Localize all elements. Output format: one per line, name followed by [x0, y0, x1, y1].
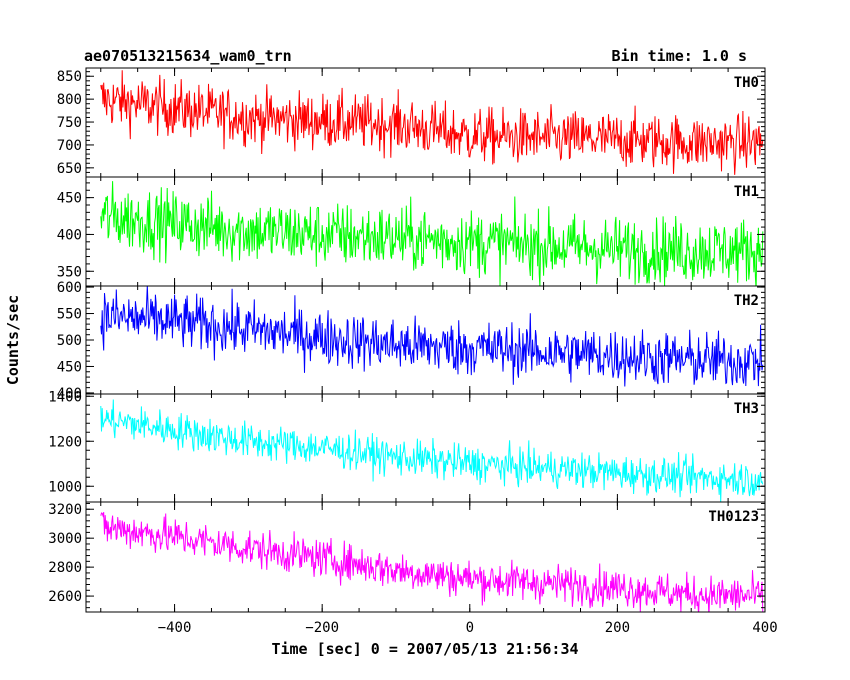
y-tick-label: 3000 [48, 531, 82, 547]
x-tick-label: −200 [305, 620, 339, 636]
x-axis: −400 −200 0 200 400 [158, 620, 778, 636]
panel-th3: 1000 1200 1400 TH3 [48, 389, 766, 503]
y-tick-label: 1200 [48, 434, 82, 450]
series-line-th1 [100, 181, 764, 286]
series-line-th3 [100, 399, 764, 502]
y-tick-label: 400 [57, 227, 82, 243]
panel-label-th0123: TH0123 [708, 509, 759, 525]
x-tick-label: 0 [466, 620, 474, 636]
x-axis-label: Time [sec] 0 = 2007/05/13 21:56:34 [271, 640, 578, 658]
y-tick-label: 850 [57, 69, 82, 85]
y-tick-label: 350 [57, 264, 82, 280]
x-tick-label: −400 [158, 620, 192, 636]
y-tick-label: 600 [57, 280, 82, 296]
y-tick-label: 550 [57, 307, 82, 323]
panel-th0: 650 700 750 800 850 TH0 [57, 67, 766, 178]
y-tick-label: 750 [57, 115, 82, 131]
panel-label-th0: TH0 [734, 75, 759, 91]
x-tick-label: 400 [752, 620, 777, 636]
y-tick-label: 650 [57, 161, 82, 177]
panel-label-th1: TH1 [734, 184, 759, 200]
y-tick-label: 2800 [48, 560, 82, 576]
y-tick-label: 800 [57, 92, 82, 108]
y-tick-label: 400 [57, 386, 82, 402]
bin-time-label: Bin time: 1.0 s [612, 47, 747, 65]
panel-th0123: 2600 2800 3000 3200 TH0123 [48, 501, 766, 613]
y-tick-label: 700 [57, 138, 82, 154]
y-tick-label: 450 [57, 359, 82, 375]
y-tick-label: 1400 [48, 389, 82, 405]
y-tick-label: 3200 [48, 502, 82, 518]
y-axis-label: Counts/sec [4, 295, 22, 385]
panel-label-th2: TH2 [734, 293, 759, 309]
y-tick-label: 450 [57, 191, 82, 207]
y-tick-label: 2600 [48, 589, 82, 605]
panels-group: 650 700 750 800 850 TH0 350 400 450 TH1 400 450 500 5… [48, 67, 766, 613]
series-line-th2 [100, 286, 764, 387]
panel-label-th3: TH3 [734, 401, 759, 417]
series-line-th0 [100, 70, 764, 175]
y-tick-label: 500 [57, 333, 82, 349]
series-line-th0123 [100, 512, 764, 612]
x-tick-label: 200 [605, 620, 630, 636]
y-tick-label: 1000 [48, 479, 82, 495]
panel-th2: 400 450 500 550 600 TH2 [57, 280, 766, 402]
figure-title: ae070513215634_wam0_trn [84, 47, 292, 65]
panel-frame [85, 501, 766, 613]
panel-th1: 350 400 450 TH1 [57, 176, 766, 287]
